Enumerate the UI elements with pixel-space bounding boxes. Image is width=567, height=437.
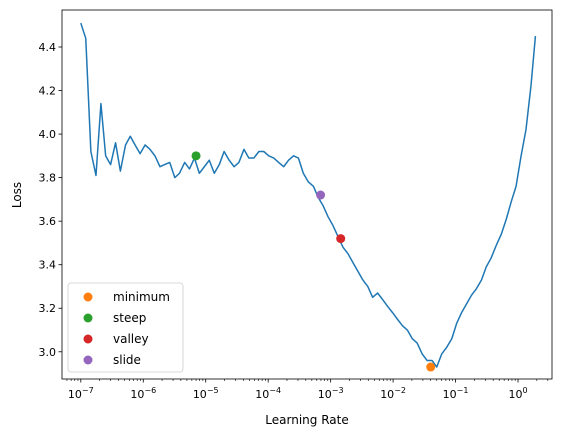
x-tick-label: 100 — [508, 386, 527, 401]
y-tick-label: 3.0 — [39, 346, 57, 359]
legend-swatch-slide — [83, 355, 93, 365]
suggestion-markers — [191, 151, 436, 372]
x-axis-ticks: 10−7 10−6 10−5 10−4 10−3 10−2 10−1 100 — [66, 379, 549, 401]
legend-label-steep: steep — [113, 311, 146, 325]
x-tick-label: 10−1 — [443, 386, 469, 401]
y-tick-label: 3.6 — [39, 215, 57, 228]
marker-steep — [191, 151, 201, 161]
x-axis-label: Learning Rate — [265, 413, 348, 427]
y-axis-label: Loss — [10, 182, 24, 208]
x-tick-label: 10−3 — [318, 386, 344, 401]
legend-swatch-minimum — [83, 292, 93, 302]
marker-minimum — [426, 362, 436, 372]
legend: minimum steep valley slide — [67, 282, 184, 373]
y-tick-label: 3.8 — [39, 172, 57, 185]
y-tick-label: 4.4 — [39, 41, 57, 54]
marker-valley — [336, 234, 346, 244]
x-tick-label: 10−6 — [130, 386, 156, 401]
plot-frame — [61, 9, 553, 380]
y-tick-label: 4.0 — [39, 128, 57, 141]
y-tick-label: 3.2 — [39, 302, 57, 315]
legend-swatch-steep — [83, 313, 93, 323]
y-tick-label: 3.4 — [39, 259, 57, 272]
x-tick-label: 10−7 — [68, 386, 94, 401]
loss-curve — [80, 22, 537, 368]
y-axis-ticks: 3.0 3.2 3.4 3.6 3.8 4.0 4.2 4.4 — [39, 41, 62, 359]
legend-box — [67, 282, 184, 373]
y-tick-label: 4.2 — [39, 85, 57, 98]
legend-label-valley: valley — [113, 332, 149, 346]
x-tick-label: 10−4 — [255, 386, 281, 401]
legend-entries: minimum steep valley slide — [83, 290, 170, 367]
legend-label-slide: slide — [113, 353, 141, 367]
legend-label-minimum: minimum — [113, 290, 170, 304]
x-tick-label: 10−2 — [380, 386, 406, 401]
legend-swatch-valley — [83, 334, 93, 344]
marker-slide — [316, 190, 326, 200]
x-tick-label: 10−5 — [193, 386, 219, 401]
